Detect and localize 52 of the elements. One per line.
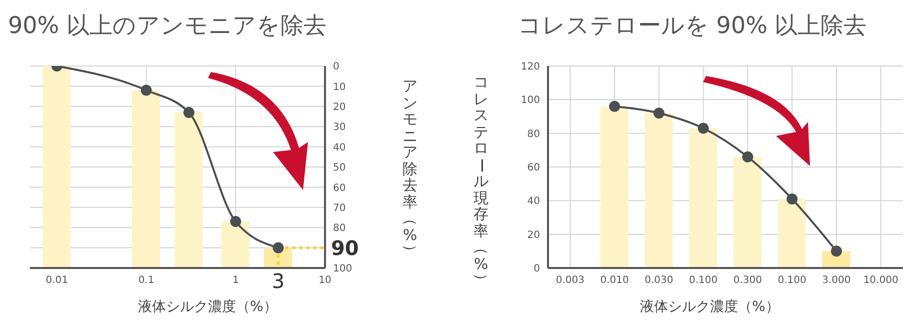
point: [653, 108, 664, 119]
y-tick-label: 60: [333, 182, 346, 194]
y-tick-label: 80: [527, 128, 540, 140]
y-tick-label: 120: [520, 62, 540, 73]
text: アンモニア除去率（%）: [401, 77, 420, 259]
bar: [689, 128, 718, 268]
y-tick-label: 70: [333, 202, 346, 214]
x-tick-label: 0.100: [688, 275, 718, 286]
point: [183, 106, 194, 118]
x-tick-label: 3.000: [822, 275, 851, 286]
y-tick-label: 20: [333, 102, 346, 113]
y-tick-label: 80: [333, 223, 346, 234]
x-tick-label: 0.01: [46, 275, 68, 286]
bar: [644, 113, 673, 268]
y-tick-label: 20: [527, 230, 540, 241]
y-tick-label: 40: [527, 196, 540, 208]
point: [230, 216, 242, 228]
x-tick-label: 0.010: [600, 275, 629, 286]
x-tick-label: 0.100: [778, 275, 806, 286]
y-tick-label: 100: [333, 264, 352, 275]
bar: [778, 198, 806, 268]
text: コレステロール現存率（%）: [472, 73, 490, 288]
bar: [600, 106, 628, 268]
ref-line-label: 90: [331, 236, 359, 260]
y-tick-label: 50: [333, 162, 346, 174]
x-axis-title: 液体シルク濃度（%）: [640, 298, 780, 316]
chart-title: 90% 以上のアンモニアを除去: [8, 12, 326, 41]
x-tick-label: 0.030: [644, 275, 674, 286]
x-tick-label: 0.1: [138, 275, 154, 286]
x-tick-label: 10: [318, 275, 332, 286]
x-tick-label: 0.300: [733, 275, 762, 286]
y-tick-label: 60: [527, 162, 540, 174]
point: [742, 151, 754, 162]
point: [140, 84, 152, 96]
point: [272, 242, 284, 254]
y-tick-label: 100: [520, 95, 540, 106]
point: [786, 193, 798, 204]
x-tick-label: 10.000: [863, 275, 898, 286]
y-tick-label: 40: [333, 142, 346, 154]
x-tick-label: 0.003: [556, 275, 585, 286]
point: [698, 122, 709, 134]
point: [830, 246, 842, 257]
x-axis-title: 液体シルク濃度（%）: [138, 298, 278, 316]
x-tick-label: 1: [232, 275, 239, 286]
y-tick-label: 30: [333, 122, 346, 134]
y-tick-label: 10: [333, 82, 346, 93]
chart-title: コレステロールを 90% 以上除去: [518, 12, 867, 41]
ref-line-label: 3: [272, 269, 285, 293]
y-tick-label: 0: [333, 62, 340, 73]
bar: [734, 156, 762, 268]
y-tick-label: 0: [534, 264, 540, 275]
point: [609, 100, 620, 112]
